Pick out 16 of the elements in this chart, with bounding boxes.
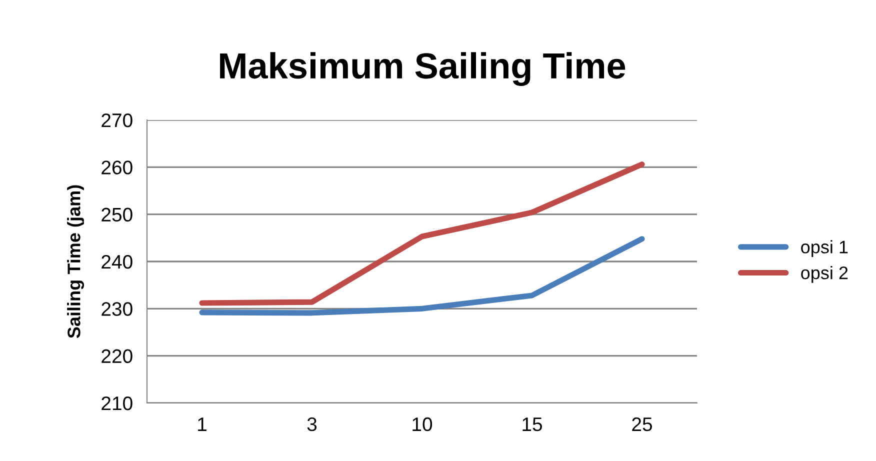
x-tick-label: 1 xyxy=(198,418,206,431)
x-tick-label: 3 xyxy=(307,417,317,432)
y-tick-label: 210 xyxy=(102,396,132,410)
x-tick-label: 25 xyxy=(632,417,652,432)
legend-label: opsi 1 xyxy=(801,240,848,257)
y-tick-label: 230 xyxy=(102,302,132,316)
y-tick-label: 250 xyxy=(102,208,132,222)
y-tick-label: 240 xyxy=(102,254,132,269)
legend-label: opsi 2 xyxy=(801,266,848,283)
chart-title: Maksimum Sailing Time xyxy=(220,52,626,86)
x-tick-label: 15 xyxy=(522,418,542,432)
y-axis-title: Sailing Time (jam) xyxy=(67,185,84,338)
y-tick-label: 220 xyxy=(102,349,132,364)
y-tick-label: 260 xyxy=(102,160,132,174)
y-tick-label: 270 xyxy=(102,113,132,128)
x-tick-label: 10 xyxy=(412,417,432,432)
